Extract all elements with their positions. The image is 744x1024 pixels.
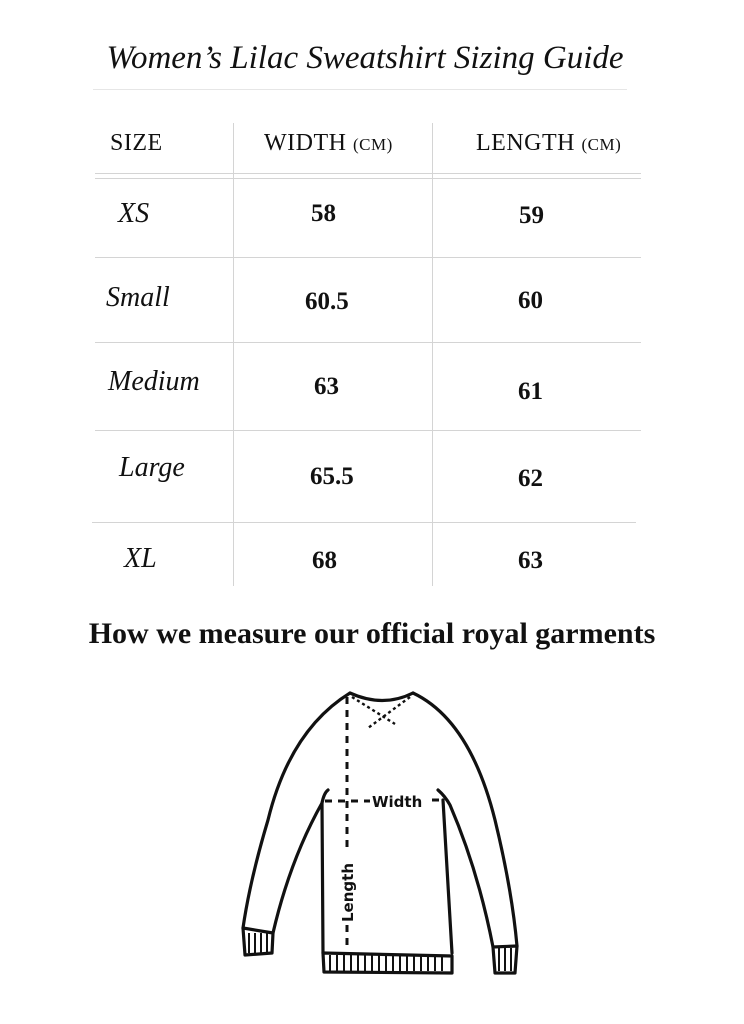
header-width: WIDTH (CM) xyxy=(264,130,393,157)
length-cell: 59 xyxy=(519,202,544,229)
length-label: Length xyxy=(339,863,357,922)
right-sleeve-inner xyxy=(436,788,495,949)
cuff-ribs xyxy=(248,933,512,971)
width-cell: 68 xyxy=(312,547,337,574)
right-cuff xyxy=(491,944,519,975)
header-divider xyxy=(95,178,641,179)
left-sleeve-inner xyxy=(271,788,330,935)
length-cell: 62 xyxy=(518,465,543,492)
hem-ribs xyxy=(329,955,443,971)
body-right xyxy=(441,798,454,955)
right-sleeve-outer xyxy=(411,691,519,948)
width-cell: 65.5 xyxy=(310,463,354,490)
size-cell: Small xyxy=(106,282,170,313)
row-divider xyxy=(95,257,641,258)
header-length: LENGTH (CM) xyxy=(476,130,621,157)
width-label: Width xyxy=(372,793,422,811)
header-length-unit: (CM) xyxy=(581,135,622,154)
width-cell: 60.5 xyxy=(305,288,349,315)
title-divider xyxy=(93,89,627,90)
neck-seam xyxy=(351,695,411,729)
column-divider xyxy=(432,123,433,586)
row-divider xyxy=(92,522,636,523)
row-divider xyxy=(95,342,641,343)
header-length-label: LENGTH xyxy=(476,130,575,156)
hem xyxy=(321,951,454,975)
left-sleeve-outer xyxy=(241,691,352,930)
width-measure-line xyxy=(325,798,442,803)
length-cell: 60 xyxy=(518,287,543,314)
header-size: SIZE xyxy=(110,130,163,156)
measure-heading: How we measure our official royal garmen… xyxy=(88,617,656,650)
header-width-label: WIDTH xyxy=(264,130,347,156)
left-cuff xyxy=(241,926,275,957)
size-cell: XS xyxy=(118,198,150,229)
sweater-diagram: Width Length xyxy=(241,691,519,975)
size-cell: Medium xyxy=(108,366,200,397)
size-cell: Large xyxy=(119,452,185,483)
length-cell: 61 xyxy=(518,378,543,405)
size-cell: XL xyxy=(124,543,157,574)
header-width-unit: (CM) xyxy=(352,135,393,154)
neckline xyxy=(348,691,415,703)
width-cell: 58 xyxy=(311,200,336,227)
column-divider xyxy=(233,123,234,586)
length-cell: 63 xyxy=(518,547,543,574)
header-divider xyxy=(95,173,641,174)
body-left xyxy=(320,801,325,955)
page-title: Women’s Lilac Sweatshirt Sizing Guide xyxy=(106,40,624,76)
row-divider xyxy=(95,430,641,431)
width-cell: 63 xyxy=(314,373,339,400)
